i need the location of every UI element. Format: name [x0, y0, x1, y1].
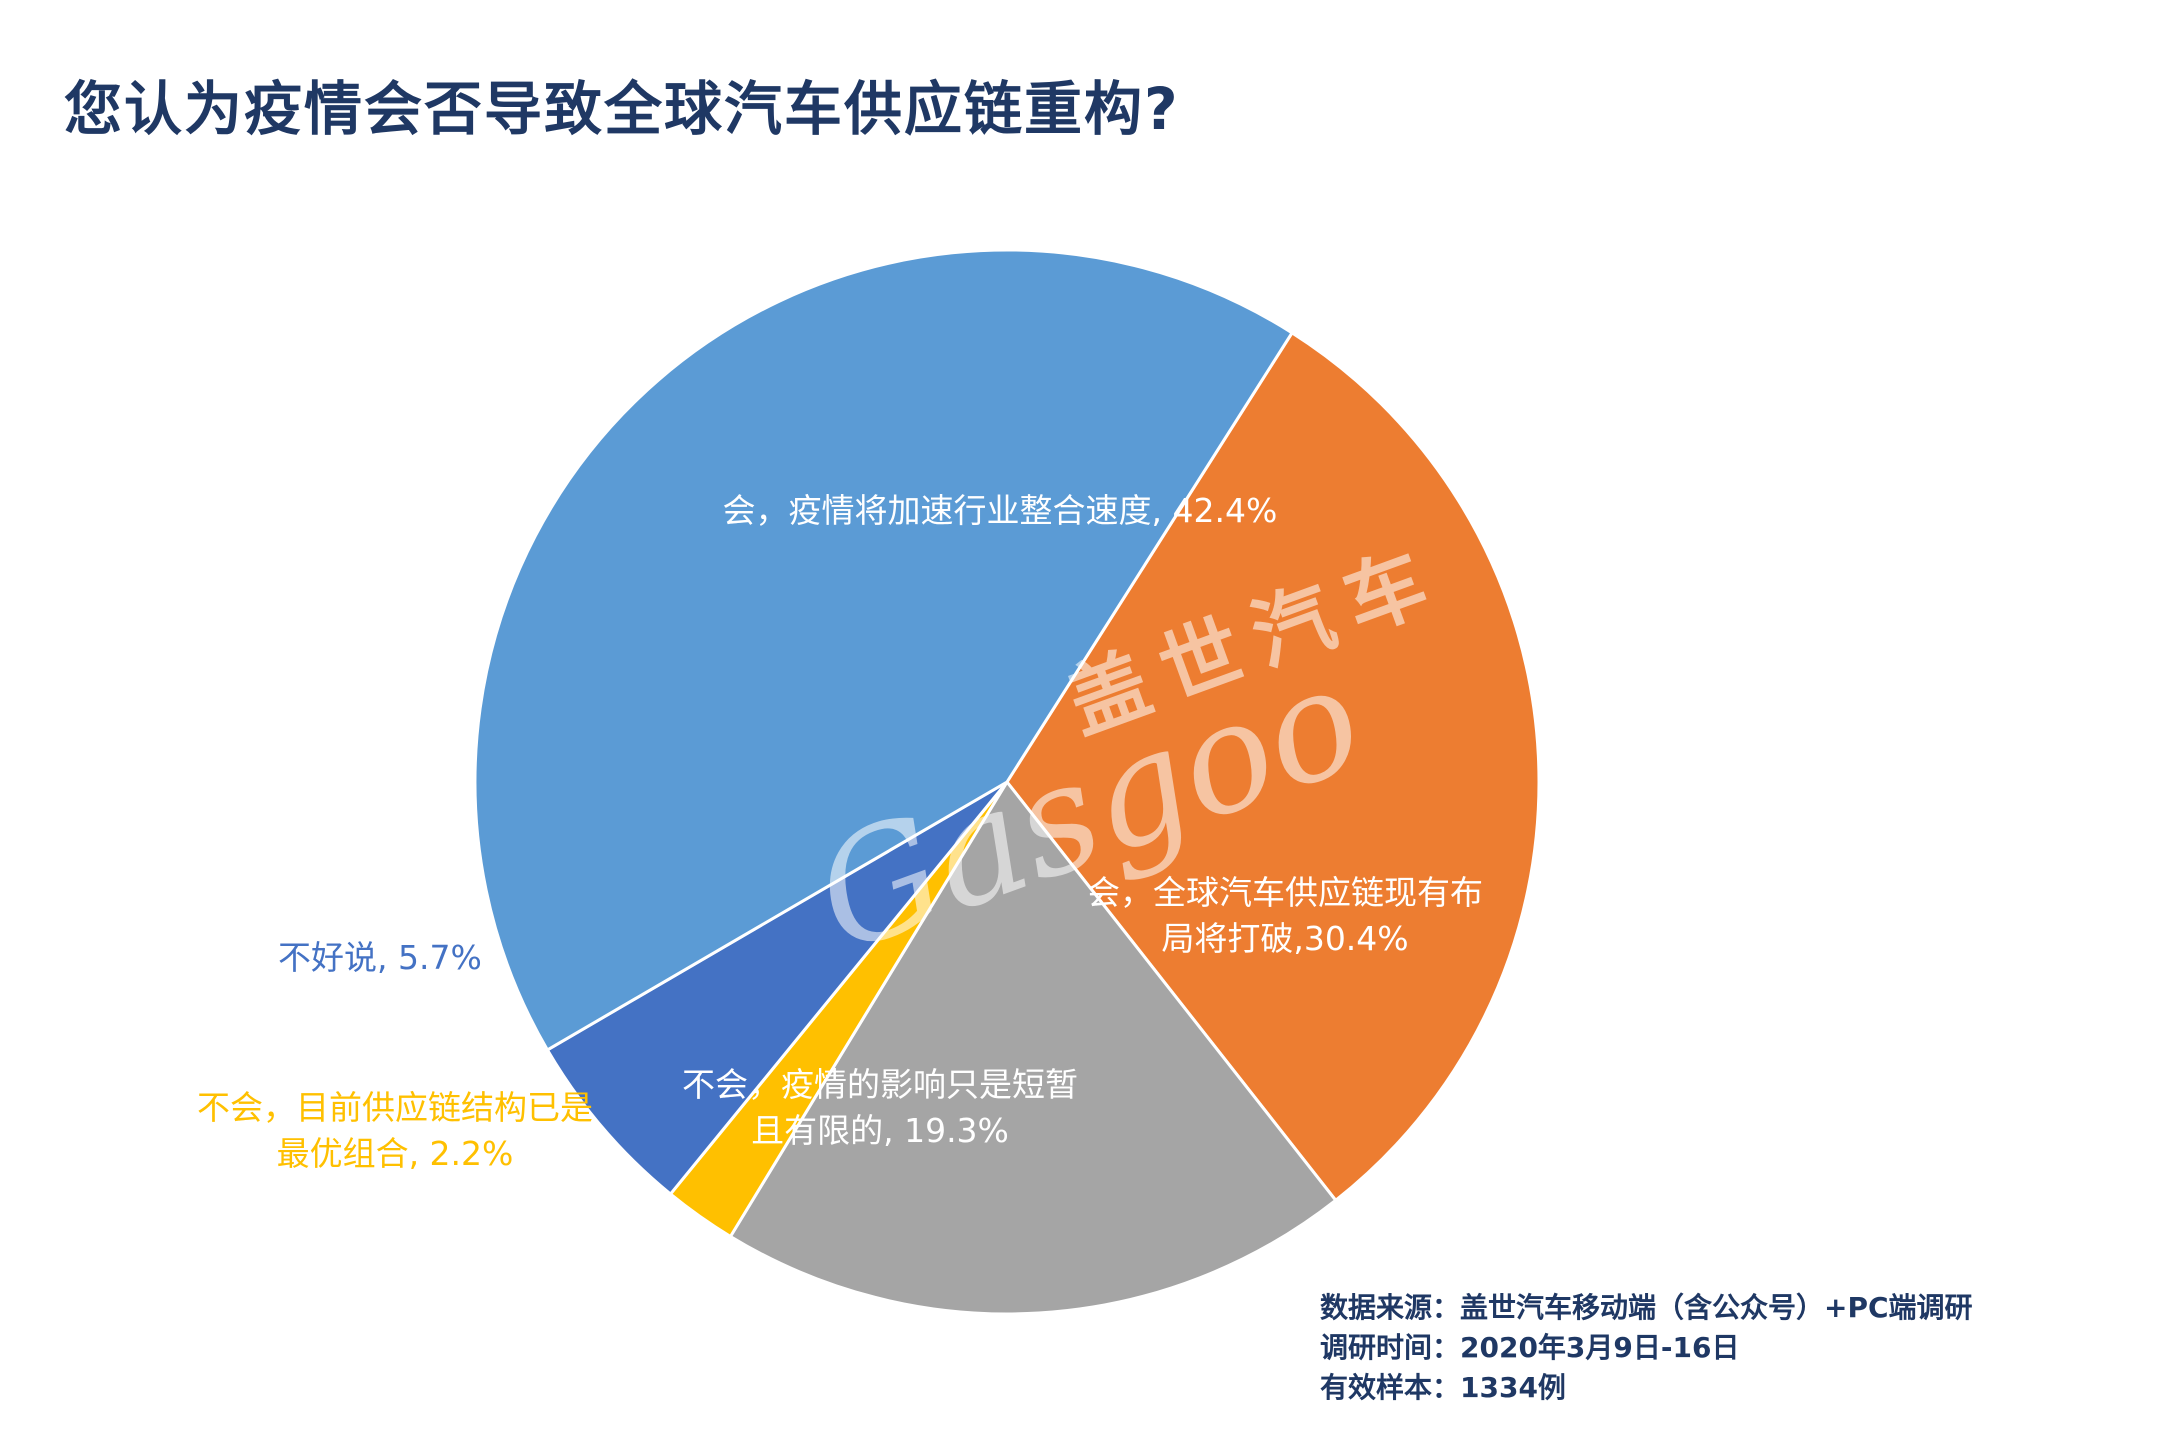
- slice-label-4: 不会，目前供应链结构已是 最优组合, 2.2%: [197, 1085, 593, 1177]
- slice-label-line: 会，疫情将加速行业整合速度, 42.4%: [722, 491, 1278, 530]
- slice-label-line: 且有限的, 19.3%: [751, 1111, 1009, 1150]
- sample-size-line: 有效样本：1334例: [1320, 1371, 1566, 1404]
- slice-label-line: 局将打破,30.4%: [1161, 919, 1409, 958]
- slice-label-line: 不会，目前供应链结构已是: [197, 1088, 593, 1127]
- slice-label-5: 不好说, 5.7%: [278, 935, 482, 981]
- slice-label-line: 不会，疫情的影响只是短暂: [682, 1065, 1078, 1104]
- pie-slice-1: [473, 248, 1295, 1052]
- slice-label-line: 最优组合, 2.2%: [276, 1134, 514, 1173]
- pie-slice-5: [545, 780, 1009, 1197]
- chart-title: 您认为疫情会否导致全球汽车供应链重构?: [64, 75, 1180, 143]
- source-note: 数据来源：盖世汽车移动端（含公众号）+PC端调研 调研时间：2020年3月9日-…: [1320, 1288, 1973, 1408]
- slice-label-3: 不会，疫情的影响只是短暂 且有限的, 19.3%: [682, 1062, 1078, 1154]
- slice-label-2: 会，全球汽车供应链现有布 局将打破,30.4%: [1087, 870, 1483, 962]
- pie-slice-2: [1005, 330, 1541, 1203]
- pie-slice-3: [728, 779, 1338, 1316]
- source-line: 数据来源：盖世汽车移动端（含公众号）+PC端调研: [1320, 1291, 1973, 1324]
- survey-date-line: 调研时间：2020年3月9日-16日: [1320, 1331, 1740, 1364]
- slice-label-line: 不好说, 5.7%: [278, 938, 482, 977]
- slice-label-line: 会，全球汽车供应链现有布: [1087, 873, 1483, 912]
- slice-label-1: 会，疫情将加速行业整合速度, 42.4%: [723, 488, 1278, 534]
